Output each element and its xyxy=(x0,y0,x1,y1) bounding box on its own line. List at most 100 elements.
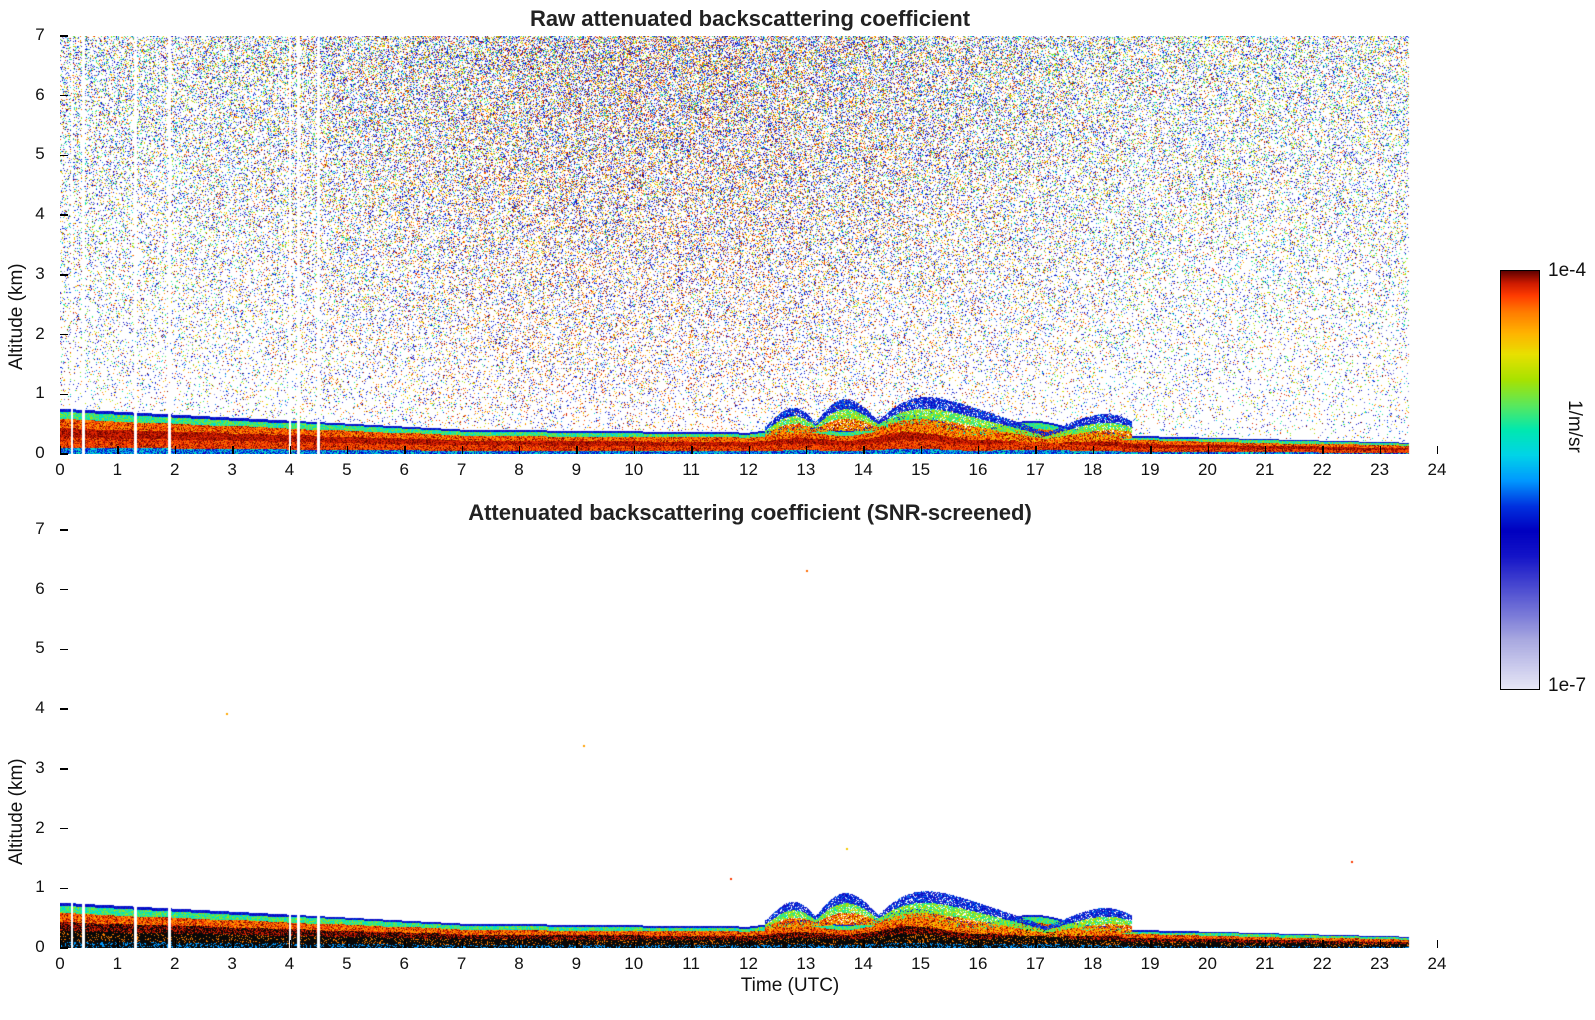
tick-label-x-4: 4 xyxy=(280,954,300,974)
tick-label-x-18: 18 xyxy=(1083,954,1103,974)
panel1-heatmap-canvas xyxy=(60,36,1437,454)
tick-mark-x-6 xyxy=(404,940,405,948)
tick-label-x-14: 14 xyxy=(853,954,873,974)
tick-label-x-11: 11 xyxy=(681,954,701,974)
tick-mark-x-9 xyxy=(576,446,577,454)
tick-label-y-1: 1 xyxy=(28,877,52,897)
tick-mark-x-12 xyxy=(749,940,750,948)
tick-mark-x-0 xyxy=(60,940,61,948)
panel2-heatmap-canvas xyxy=(60,530,1437,948)
tick-mark-x-17 xyxy=(1035,940,1036,948)
tick-mark-y-4 xyxy=(60,214,68,215)
tick-label-y-1: 1 xyxy=(28,383,52,403)
tick-mark-x-18 xyxy=(1093,446,1094,454)
tick-label-x-9: 9 xyxy=(566,954,586,974)
tick-mark-x-24 xyxy=(1437,446,1438,454)
tick-mark-x-4 xyxy=(290,446,291,454)
tick-label-y-2: 2 xyxy=(28,818,52,838)
tick-mark-x-5 xyxy=(347,446,348,454)
tick-label-y-4: 4 xyxy=(28,204,52,224)
tick-label-y-5: 5 xyxy=(28,638,52,658)
panel2-y-axis-label: Altitude (km) xyxy=(6,615,30,865)
colorbar-max-label: 1e-4 xyxy=(1548,260,1586,282)
tick-label-x-20: 20 xyxy=(1198,954,1218,974)
tick-label-x-19: 19 xyxy=(1140,460,1160,480)
tick-label-x-22: 22 xyxy=(1312,954,1332,974)
tick-label-y-5: 5 xyxy=(28,144,52,164)
tick-mark-x-20 xyxy=(1208,446,1209,454)
tick-mark-x-13 xyxy=(806,446,807,454)
tick-label-x-22: 22 xyxy=(1312,460,1332,480)
tick-mark-x-7 xyxy=(462,940,463,948)
tick-label-y-3: 3 xyxy=(28,264,52,284)
tick-mark-x-9 xyxy=(576,940,577,948)
tick-mark-x-24 xyxy=(1437,940,1438,948)
tick-label-y-4: 4 xyxy=(28,698,52,718)
colorbar-min-label: 1e-7 xyxy=(1548,675,1586,697)
tick-mark-x-17 xyxy=(1035,446,1036,454)
tick-mark-x-1 xyxy=(117,940,118,948)
tick-mark-x-10 xyxy=(634,940,635,948)
tick-label-y-6: 6 xyxy=(28,85,52,105)
tick-mark-x-19 xyxy=(1150,446,1151,454)
tick-label-x-19: 19 xyxy=(1140,954,1160,974)
tick-label-y-7: 7 xyxy=(28,519,52,539)
tick-label-x-11: 11 xyxy=(681,460,701,480)
tick-label-x-3: 3 xyxy=(222,954,242,974)
tick-label-x-17: 17 xyxy=(1025,460,1045,480)
tick-label-x-5: 5 xyxy=(337,954,357,974)
tick-mark-x-11 xyxy=(691,940,692,948)
tick-mark-y-5 xyxy=(60,155,68,156)
tick-mark-y-5 xyxy=(60,649,68,650)
tick-label-x-20: 20 xyxy=(1198,460,1218,480)
tick-label-x-6: 6 xyxy=(394,460,414,480)
tick-label-x-10: 10 xyxy=(624,460,644,480)
tick-label-x-8: 8 xyxy=(509,460,529,480)
tick-mark-x-6 xyxy=(404,446,405,454)
tick-mark-x-19 xyxy=(1150,940,1151,948)
tick-mark-x-3 xyxy=(232,446,233,454)
panel1-y-axis-label: Altitude (km) xyxy=(6,120,30,370)
tick-mark-x-7 xyxy=(462,446,463,454)
tick-mark-x-15 xyxy=(921,446,922,454)
tick-mark-x-16 xyxy=(978,940,979,948)
tick-mark-x-1 xyxy=(117,446,118,454)
tick-mark-x-14 xyxy=(863,446,864,454)
tick-label-x-12: 12 xyxy=(739,460,759,480)
tick-mark-x-22 xyxy=(1322,446,1323,454)
tick-mark-x-21 xyxy=(1265,940,1266,948)
tick-mark-x-15 xyxy=(921,940,922,948)
tick-label-x-2: 2 xyxy=(165,954,185,974)
tick-mark-y-7 xyxy=(60,35,68,36)
tick-label-x-23: 23 xyxy=(1370,460,1390,480)
tick-mark-x-16 xyxy=(978,446,979,454)
tick-label-x-0: 0 xyxy=(50,460,70,480)
tick-label-x-7: 7 xyxy=(452,954,472,974)
tick-label-x-15: 15 xyxy=(911,954,931,974)
tick-mark-x-4 xyxy=(290,940,291,948)
panel2-title: Attenuated backscattering coefficient (S… xyxy=(60,500,1440,526)
tick-label-x-16: 16 xyxy=(968,460,988,480)
tick-label-x-6: 6 xyxy=(394,954,414,974)
tick-mark-y-4 xyxy=(60,708,68,709)
tick-label-x-24: 24 xyxy=(1427,954,1447,974)
tick-label-y-0: 0 xyxy=(28,937,52,957)
tick-mark-y-2 xyxy=(60,828,68,829)
tick-label-x-4: 4 xyxy=(280,460,300,480)
tick-mark-x-0 xyxy=(60,446,61,454)
tick-mark-x-13 xyxy=(806,940,807,948)
tick-label-x-5: 5 xyxy=(337,460,357,480)
tick-label-x-1: 1 xyxy=(107,460,127,480)
tick-label-x-2: 2 xyxy=(165,460,185,480)
tick-mark-x-12 xyxy=(749,446,750,454)
tick-label-y-2: 2 xyxy=(28,324,52,344)
tick-mark-x-11 xyxy=(691,446,692,454)
tick-mark-y-6 xyxy=(60,95,68,96)
tick-mark-y-6 xyxy=(60,589,68,590)
tick-label-x-13: 13 xyxy=(796,460,816,480)
tick-label-x-9: 9 xyxy=(566,460,586,480)
tick-mark-x-3 xyxy=(232,940,233,948)
tick-label-x-7: 7 xyxy=(452,460,472,480)
panel1-title: Raw attenuated backscattering coefficien… xyxy=(60,6,1440,32)
tick-label-x-24: 24 xyxy=(1427,460,1447,480)
